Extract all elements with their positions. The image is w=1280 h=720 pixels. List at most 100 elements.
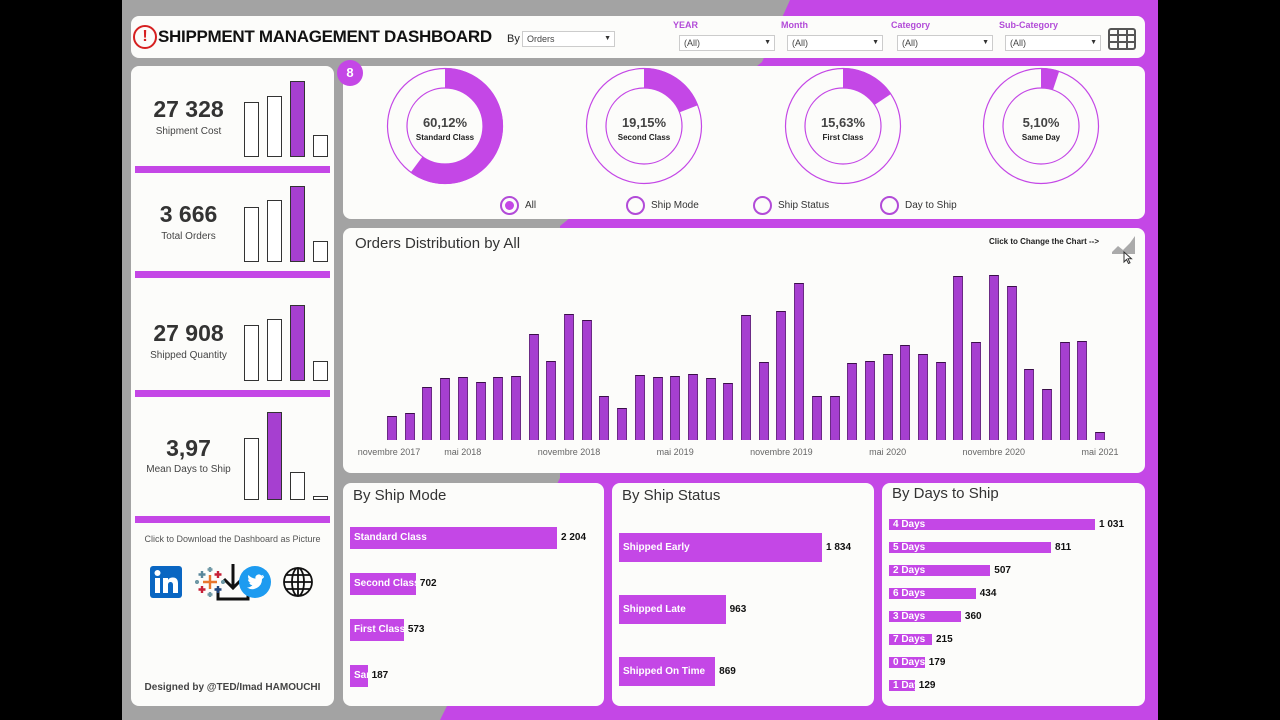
chart-bar[interactable] — [1077, 340, 1088, 440]
kpi-panel: 27 328 Shipment Cost 3 666 Total Orders 27 9… — [131, 66, 334, 706]
filter-select-sub-category[interactable]: (All) ▼ — [1005, 35, 1101, 51]
chart-bar[interactable] — [1006, 286, 1017, 440]
globe-icon[interactable] — [282, 566, 314, 598]
radio-circle — [626, 196, 645, 215]
orders-distribution-chart: Orders Distribution by All Click to Chan… — [343, 228, 1145, 473]
chart-bar[interactable] — [811, 396, 822, 440]
bar-value: 573 — [407, 624, 425, 635]
chart-bar[interactable] — [581, 320, 592, 440]
bar-shipped-on-time[interactable]: Shipped On Time — [619, 657, 716, 686]
chart-bar[interactable] — [776, 311, 787, 440]
chart-bar[interactable] — [564, 313, 574, 440]
bar-3-days[interactable]: 3 Days — [889, 611, 961, 622]
chart-bar[interactable] — [794, 283, 805, 440]
chart-bar[interactable] — [882, 354, 893, 440]
chart-bar[interactable] — [687, 373, 698, 440]
chart-bar[interactable] — [971, 341, 982, 440]
kpi-value: 27 908 — [153, 320, 224, 346]
bar-6-days[interactable]: 6 Days — [889, 588, 976, 599]
chart-bar[interactable] — [510, 376, 521, 440]
chart-bar[interactable] — [988, 275, 999, 440]
chart-bar[interactable] — [457, 377, 468, 440]
chart-bar[interactable] — [475, 381, 486, 440]
bar-second-class[interactable]: Second Class — [350, 573, 416, 595]
chart-bar[interactable] — [918, 354, 928, 440]
bar-first-class[interactable]: First Class — [350, 619, 404, 641]
chart-bar[interactable] — [900, 345, 911, 440]
chart-bar[interactable] — [422, 387, 433, 440]
chart-bar[interactable] — [758, 362, 769, 440]
x-tick-label: novembre 2017 — [357, 447, 421, 457]
chart-bar[interactable] — [953, 276, 964, 440]
bar-same-day[interactable]: Same Day — [350, 665, 368, 687]
chart-bar[interactable] — [634, 374, 645, 440]
bar-value: 215 — [935, 633, 953, 645]
donut-second-class[interactable]: 19,15% Second Class — [584, 67, 704, 187]
bar-value: 2 204 — [561, 532, 587, 543]
ship-mode-donuts-panel: 8 60,12% Standard Class 19,15% Second Class… — [337, 60, 1145, 219]
radio-label: All — [525, 200, 537, 211]
kpi-mini-bar — [267, 200, 282, 262]
chevron-down-icon: ▼ — [1090, 39, 1097, 46]
chart-bar[interactable] — [546, 361, 557, 440]
filter-value: (All) — [792, 38, 808, 48]
chart-bar[interactable] — [705, 378, 716, 440]
x-tick-label: mai 2021 — [1081, 447, 1119, 457]
radio-all[interactable]: All — [500, 196, 536, 215]
bar-5-days[interactable]: 5 Days — [889, 542, 1052, 553]
chart-bar[interactable] — [935, 362, 946, 440]
donut-first-class[interactable]: 15,63% First Class — [783, 67, 903, 187]
chart-bar[interactable] — [652, 377, 663, 440]
kpi-label: Shipment Cost — [155, 126, 222, 137]
filter-select-year[interactable]: (All) ▼ — [679, 35, 775, 51]
chart-bar[interactable] — [723, 382, 734, 440]
linkedin-icon[interactable] — [150, 566, 182, 598]
chart-bar[interactable] — [829, 396, 840, 440]
table-grid-icon[interactable] — [1108, 28, 1136, 50]
kpi-mini-bar — [290, 305, 305, 381]
chart-bar[interactable] — [670, 376, 681, 440]
tableau-icon[interactable] — [194, 566, 226, 598]
measure-select[interactable]: Orders ▼ — [522, 31, 615, 47]
chart-bar[interactable] — [387, 415, 397, 440]
bar-4-days[interactable]: 4 Days — [889, 519, 1095, 530]
filter-select-category[interactable]: (All) ▼ — [897, 35, 993, 51]
bar-standard-class[interactable]: Standard Class — [350, 527, 557, 549]
radio-ship-status[interactable]: Ship Status — [753, 196, 829, 215]
radio-day-to-ship[interactable]: Day to Ship — [880, 196, 957, 215]
bar-value: 702 — [419, 578, 437, 589]
chart-bar[interactable] — [528, 334, 539, 440]
change-chart-icon[interactable] — [1111, 234, 1137, 264]
radio-ship-mode[interactable]: Ship Mode — [626, 196, 699, 215]
chart-bar[interactable] — [1059, 342, 1070, 440]
count-badge: 8 — [337, 60, 363, 86]
donut-standard-class[interactable]: 60,12% Standard Class — [385, 67, 505, 187]
filter-select-month[interactable]: (All) ▼ — [787, 35, 883, 51]
chart-bar[interactable] — [493, 377, 504, 440]
chart-bar[interactable] — [864, 361, 875, 440]
kpi-mini-bar — [244, 324, 259, 381]
bar-2-days[interactable]: 2 Days — [889, 565, 991, 576]
donut-same-day[interactable]: 5,10% Same Day — [981, 67, 1101, 187]
bar-shipped-late[interactable]: Shipped Late — [619, 595, 726, 624]
chart-bar[interactable] — [599, 396, 610, 440]
chart-bar[interactable] — [847, 363, 858, 440]
bar-1-day[interactable]: 1 Day — [889, 680, 915, 691]
chart-bar[interactable] — [1095, 431, 1105, 440]
chart-bar[interactable] — [1041, 389, 1052, 440]
bar-value: 179 — [928, 656, 946, 668]
bar-7-days[interactable]: 7 Days — [889, 634, 932, 645]
twitter-icon[interactable] — [239, 566, 271, 598]
bar-label: Shipped On Time — [623, 666, 706, 677]
donut-segment — [1041, 68, 1060, 90]
bar-shipped-early[interactable]: Shipped Early — [619, 533, 822, 562]
chart-bar[interactable] — [404, 413, 415, 440]
chart-bar[interactable] — [617, 407, 628, 440]
chart-bar[interactable] — [741, 314, 751, 440]
kpi-mini-bar — [313, 496, 328, 500]
kpi-card: 27 328 Shipment Cost — [131, 66, 334, 184]
chart-bar[interactable] — [440, 378, 451, 440]
bar-0-days[interactable]: 0 Days — [889, 657, 925, 668]
chart-bar[interactable] — [1024, 369, 1035, 440]
bar-label: Second Class — [354, 578, 416, 589]
